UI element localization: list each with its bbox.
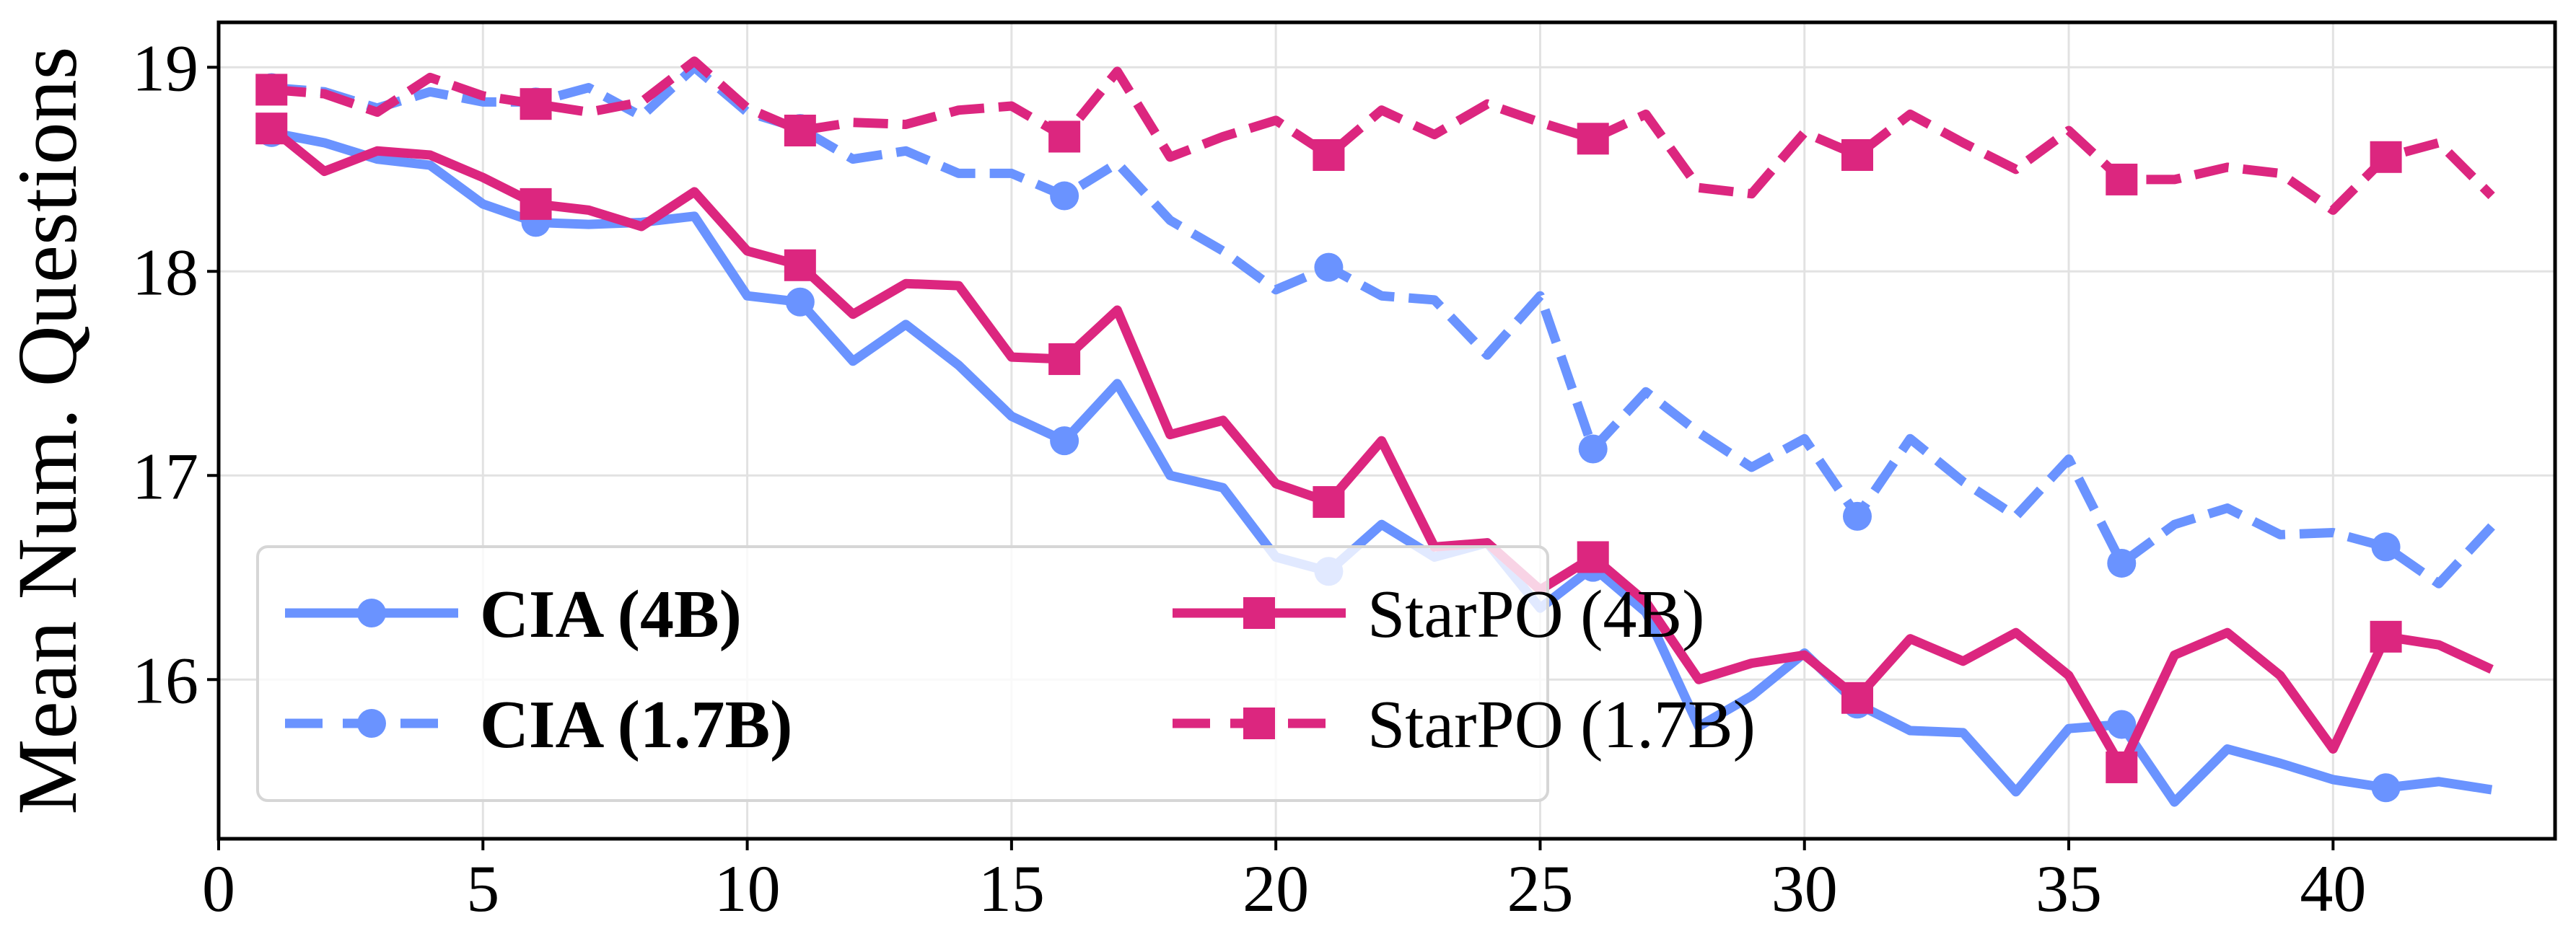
data-point-marker — [1841, 682, 1873, 714]
data-point-marker — [784, 114, 816, 146]
data-point-marker — [1578, 434, 1608, 464]
legend-label: CIA (1.7B) — [480, 687, 792, 762]
data-point-marker — [520, 88, 552, 120]
legend-item: CIA (4B) — [285, 577, 742, 652]
y-tick-label: 19 — [132, 31, 198, 105]
data-point-marker — [2370, 141, 2402, 173]
x-tick-label: 5 — [466, 852, 499, 925]
legend-label: StarPO (1.7B) — [1367, 687, 1756, 762]
data-point-marker — [2371, 773, 2401, 803]
x-tick-label: 20 — [1243, 852, 1309, 925]
legend-item: StarPO (4B) — [1173, 577, 1704, 652]
y-axis-label: Mean Num. Questions — [0, 46, 95, 814]
x-tick-label: 35 — [2036, 852, 2102, 925]
series-line — [271, 56, 2495, 215]
data-point-marker — [520, 188, 552, 220]
legend-marker — [1243, 597, 1275, 629]
data-point-marker — [1048, 120, 1081, 153]
legend-label: CIA (4B) — [480, 577, 742, 652]
data-point-marker — [785, 287, 815, 317]
data-point-marker — [1050, 181, 1079, 211]
series-cia-1-7b — [257, 62, 2495, 589]
data-point-marker — [255, 74, 288, 106]
x-tick-label: 15 — [978, 852, 1045, 925]
data-point-marker — [1048, 343, 1081, 375]
data-point-marker — [1577, 123, 1609, 155]
plot-frame — [216, 20, 2557, 841]
legend-marker — [357, 709, 386, 738]
data-point-marker — [1050, 426, 1079, 456]
data-point-marker — [2371, 532, 2401, 562]
x-tick-label: 30 — [1771, 852, 1838, 925]
data-point-marker — [2106, 751, 2138, 783]
legend-item: StarPO (1.7B) — [1173, 687, 1756, 762]
x-tick-label: 0 — [202, 852, 235, 925]
series-starpo-1-7b — [255, 56, 2495, 215]
series-layer — [255, 56, 2495, 807]
legend: CIA (4B) StarPO (4B) CIA (1.7B) StarPO (1.7… — [256, 545, 1756, 802]
ticks: 0 5 10 15 20 25 30 35 40 16 17 18 19 — [132, 31, 2366, 925]
y-tick-label: 18 — [132, 235, 198, 309]
x-tick-label: 10 — [714, 852, 781, 925]
legend-label: StarPO (4B) — [1367, 577, 1704, 652]
legend-box — [256, 545, 1549, 802]
data-point-marker — [1841, 138, 1873, 171]
x-tick-label: 40 — [2300, 852, 2366, 925]
data-point-marker — [1313, 138, 1345, 171]
data-point-marker — [2107, 548, 2137, 578]
y-tick-label: 17 — [132, 439, 198, 513]
data-point-marker — [1313, 486, 1345, 519]
data-point-marker — [255, 113, 288, 145]
legend-marker — [1243, 708, 1275, 739]
data-point-marker — [1314, 252, 1344, 282]
data-point-marker — [2370, 620, 2402, 653]
y-tick-label: 16 — [132, 643, 198, 717]
data-point-marker — [2106, 163, 2138, 195]
x-tick-label: 25 — [1507, 852, 1573, 925]
data-point-marker — [1842, 501, 1872, 531]
series-line — [271, 62, 2495, 589]
legend-item: CIA (1.7B) — [285, 687, 792, 762]
legend-marker — [357, 599, 386, 627]
data-point-marker — [1577, 541, 1609, 573]
data-point-marker — [784, 249, 816, 281]
series-starpo-4b — [255, 113, 2494, 783]
data-point-marker — [2107, 710, 2137, 739]
